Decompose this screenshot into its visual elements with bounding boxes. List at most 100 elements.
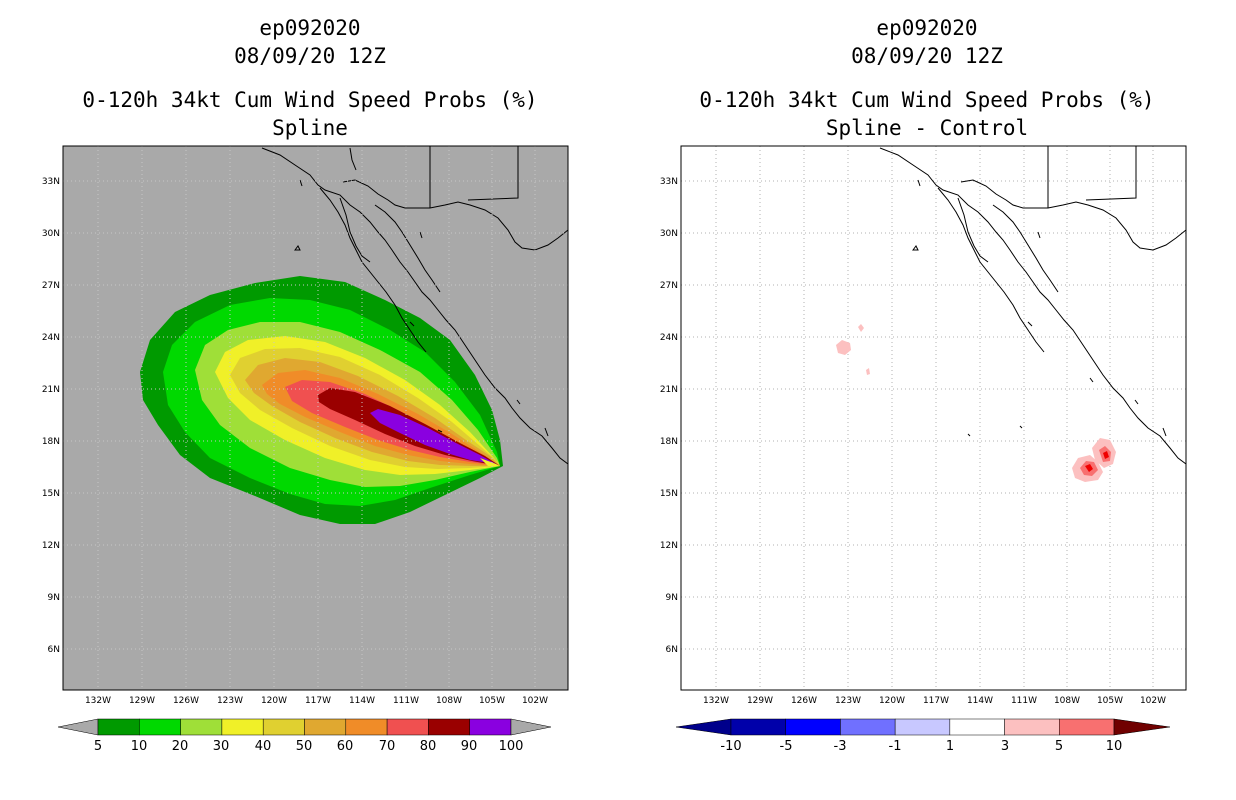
colorbar-cell: [386, 718, 429, 736]
colorbar-end-high: [1113, 718, 1171, 736]
lon-tick: 120W: [261, 696, 287, 706]
colorbar-cell: [1059, 718, 1115, 736]
map-frame: [680, 145, 1187, 691]
left-title-block: ep092020 08/09/20 12Z 0-120h 34kt Cum Wi…: [60, 14, 560, 142]
colorbar-cell: [97, 718, 140, 736]
colorbar-cell: [469, 718, 512, 736]
colorbar-label: 10: [131, 739, 148, 754]
colorbar-cell: [180, 718, 223, 736]
difference-field: [836, 324, 1116, 482]
left-colorbar: 5 10 20 30 40 50 60 70 80 90 100: [57, 718, 552, 754]
lon-tick: 105W: [1097, 696, 1123, 706]
colorbar-end-low: [675, 718, 732, 736]
colorbar-label: 20: [172, 739, 189, 754]
colorbar-label: -1: [889, 739, 902, 754]
colorbar-label: 1: [946, 739, 954, 754]
colorbar-cell: [1004, 718, 1060, 736]
lon-tick: 117W: [923, 696, 949, 706]
coastline: [261, 146, 568, 465]
colorbar-label: 5: [1055, 739, 1063, 754]
init-time: 08/09/20 12Z: [234, 44, 386, 68]
colorbar-cell: [262, 718, 305, 736]
lat-tick: 24N: [42, 333, 60, 343]
colorbar-cell: [221, 718, 264, 736]
lat-tick: 24N: [660, 333, 678, 343]
lat-tick: 15N: [42, 489, 60, 499]
lat-tick: 9N: [666, 593, 678, 603]
colorbar-cell: [345, 718, 388, 736]
lon-axis: 132W 129W 126W 123W 120W 117W 114W 111W …: [85, 696, 548, 706]
lat-tick: 21N: [660, 385, 678, 395]
panel-subtitle: Spline: [272, 116, 348, 140]
lat-axis: 33N 30N 27N 24N 21N 18N 15N 12N 9N 6N: [42, 177, 60, 655]
lat-tick: 33N: [42, 177, 60, 187]
lon-axis: 132W 129W 126W 123W 120W 117W 114W 111W …: [703, 696, 1166, 706]
lat-tick: 27N: [660, 281, 678, 291]
lat-tick: 18N: [42, 437, 60, 447]
probability-swath: [140, 276, 503, 524]
colorbar-cells: [97, 718, 512, 736]
lon-tick: 120W: [879, 696, 905, 706]
grid: [681, 146, 1186, 690]
colorbar-cell: [840, 718, 896, 736]
grid: [63, 146, 568, 690]
storm-id: ep092020: [876, 16, 978, 40]
colorbar-cell: [785, 718, 841, 736]
contour-100: [480, 458, 500, 466]
diff-blob: [866, 368, 870, 375]
colorbar-label: 40: [255, 739, 272, 754]
lat-tick: 30N: [42, 229, 60, 239]
right-map-panel: 33N 30N 27N 24N 21N 18N 15N 12N 9N 6N 13…: [660, 145, 1187, 754]
lat-tick: 6N: [48, 645, 60, 655]
right-colorbar: -10 -5 -3 -1 1 3 5 10: [675, 718, 1171, 754]
lon-tick: 126W: [791, 696, 817, 706]
colorbar-cell: [428, 718, 470, 736]
colorbar-cell: [304, 718, 347, 736]
colorbar-label: 70: [379, 739, 396, 754]
lon-tick: 132W: [85, 696, 111, 706]
diff-blob: [858, 324, 864, 332]
lon-tick: 129W: [129, 696, 155, 706]
lon-tick: 114W: [349, 696, 375, 706]
lon-tick: 126W: [173, 696, 199, 706]
colorbar-label: 100: [499, 739, 524, 754]
colorbar-cells: [730, 718, 1115, 736]
colorbar-label: 5: [94, 739, 102, 754]
lat-tick: 33N: [660, 177, 678, 187]
colorbar-cell: [730, 718, 786, 736]
lat-tick: 15N: [660, 489, 678, 499]
lat-tick: 9N: [48, 593, 60, 603]
lon-tick: 102W: [1140, 696, 1166, 706]
colorbar-label: 30: [213, 739, 230, 754]
lon-tick: 129W: [747, 696, 773, 706]
lon-tick: 117W: [305, 696, 331, 706]
colorbar-label: -3: [834, 739, 847, 754]
storm-id: ep092020: [259, 16, 361, 40]
map-background: [681, 146, 1186, 690]
colorbar-label: 80: [420, 739, 437, 754]
lon-tick: 123W: [217, 696, 243, 706]
lat-tick: 30N: [660, 229, 678, 239]
colorbar-label: 50: [296, 739, 313, 754]
lat-tick: 6N: [666, 645, 678, 655]
product-title: 0-120h 34kt Cum Wind Speed Probs (%): [699, 88, 1155, 112]
lon-tick: 105W: [479, 696, 505, 706]
lat-tick: 18N: [660, 437, 678, 447]
lon-tick: 123W: [835, 696, 861, 706]
diff-blob: [1103, 451, 1109, 459]
diff-blob: [1085, 464, 1093, 472]
lon-tick: 108W: [436, 696, 462, 706]
colorbar-end-low: [57, 718, 99, 736]
colorbar-end-high: [510, 718, 552, 736]
init-time: 08/09/20 12Z: [851, 44, 1003, 68]
colorbar-label: 90: [461, 739, 478, 754]
colorbar-label: 10: [1106, 739, 1123, 754]
lat-tick: 12N: [660, 541, 678, 551]
lat-tick: 21N: [42, 385, 60, 395]
lon-tick: 114W: [967, 696, 993, 706]
panel-subtitle: Spline - Control: [825, 116, 1029, 140]
lon-tick: 132W: [703, 696, 729, 706]
colorbar-label: 3: [1001, 739, 1009, 754]
contour-90: [370, 409, 496, 464]
